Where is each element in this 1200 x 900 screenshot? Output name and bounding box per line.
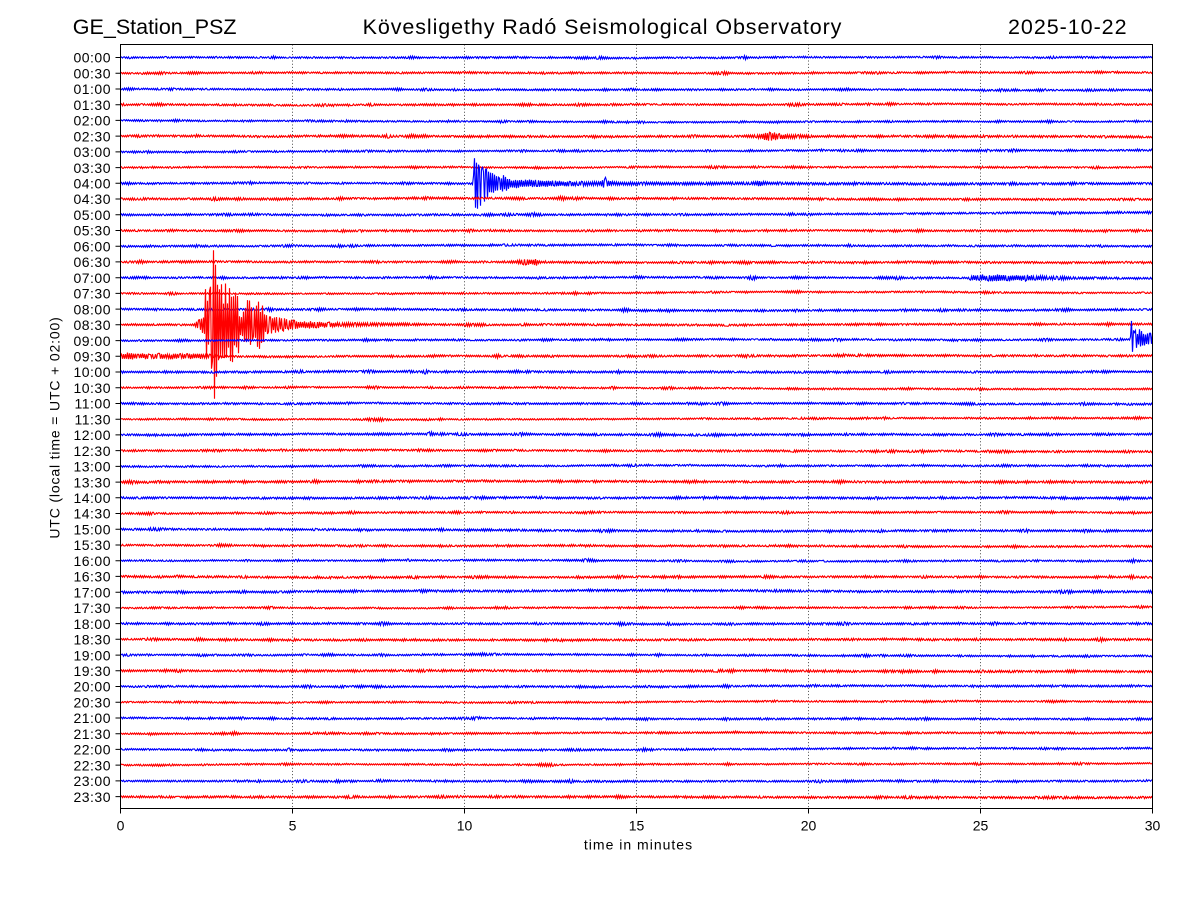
svg-text:23:00: 23:00 bbox=[73, 773, 111, 789]
svg-text:16:00: 16:00 bbox=[73, 553, 111, 569]
svg-text:08:00: 08:00 bbox=[73, 301, 111, 317]
svg-text:14:00: 14:00 bbox=[73, 490, 111, 506]
svg-text:22:00: 22:00 bbox=[73, 742, 111, 758]
svg-text:05:00: 05:00 bbox=[73, 207, 111, 223]
svg-text:22:30: 22:30 bbox=[73, 757, 111, 773]
svg-text:03:00: 03:00 bbox=[73, 144, 111, 160]
svg-text:14:30: 14:30 bbox=[73, 506, 111, 522]
svg-text:00:30: 00:30 bbox=[73, 65, 111, 81]
svg-text:06:30: 06:30 bbox=[73, 254, 111, 270]
svg-text:23:30: 23:30 bbox=[73, 789, 111, 805]
svg-text:11:00: 11:00 bbox=[75, 396, 112, 412]
svg-text:5: 5 bbox=[289, 818, 297, 834]
svg-text:13:30: 13:30 bbox=[73, 474, 111, 490]
svg-text:13:00: 13:00 bbox=[73, 459, 111, 475]
svg-text:30: 30 bbox=[1145, 818, 1161, 834]
svg-text:10:00: 10:00 bbox=[73, 364, 111, 380]
svg-text:04:30: 04:30 bbox=[73, 191, 111, 207]
svg-text:09:30: 09:30 bbox=[73, 349, 111, 365]
svg-text:01:00: 01:00 bbox=[73, 81, 111, 97]
svg-text:09:00: 09:00 bbox=[73, 333, 111, 349]
svg-text:07:30: 07:30 bbox=[73, 286, 111, 302]
svg-text:18:00: 18:00 bbox=[73, 616, 111, 632]
svg-text:Kövesligethy Radó Seismologica: Kövesligethy Radó Seismological Observat… bbox=[363, 15, 843, 39]
svg-text:0: 0 bbox=[117, 818, 125, 834]
svg-text:16:30: 16:30 bbox=[73, 569, 111, 585]
svg-text:17:00: 17:00 bbox=[73, 584, 111, 600]
svg-text:20: 20 bbox=[801, 818, 817, 834]
svg-text:GE_Station_PSZ: GE_Station_PSZ bbox=[73, 15, 237, 39]
svg-text:05:30: 05:30 bbox=[73, 223, 111, 239]
svg-text:15:30: 15:30 bbox=[73, 537, 111, 553]
svg-text:12:30: 12:30 bbox=[73, 443, 111, 459]
svg-text:2025-10-22: 2025-10-22 bbox=[1008, 15, 1127, 39]
svg-text:03:30: 03:30 bbox=[73, 160, 111, 176]
svg-text:10: 10 bbox=[457, 818, 473, 834]
svg-text:08:30: 08:30 bbox=[73, 317, 111, 333]
svg-text:17:30: 17:30 bbox=[73, 600, 111, 616]
svg-text:20:30: 20:30 bbox=[73, 694, 111, 710]
svg-text:15: 15 bbox=[629, 818, 645, 834]
svg-text:18:30: 18:30 bbox=[73, 632, 111, 648]
svg-text:07:00: 07:00 bbox=[73, 270, 111, 286]
svg-text:00:00: 00:00 bbox=[73, 50, 111, 66]
svg-text:19:00: 19:00 bbox=[73, 647, 111, 663]
svg-text:06:00: 06:00 bbox=[73, 238, 111, 254]
svg-text:21:30: 21:30 bbox=[73, 726, 111, 742]
svg-text:12:00: 12:00 bbox=[73, 427, 111, 443]
svg-text:25: 25 bbox=[973, 818, 989, 834]
svg-text:20:00: 20:00 bbox=[73, 679, 111, 695]
svg-text:15:00: 15:00 bbox=[73, 522, 111, 538]
svg-text:04:00: 04:00 bbox=[73, 176, 111, 192]
svg-text:01:30: 01:30 bbox=[73, 97, 111, 113]
svg-text:time in minutes: time in minutes bbox=[584, 837, 693, 853]
svg-text:02:30: 02:30 bbox=[73, 128, 111, 144]
svg-text:UTC (local time = UTC + 02:00): UTC (local time = UTC + 02:00) bbox=[47, 316, 63, 538]
svg-text:10:30: 10:30 bbox=[73, 380, 111, 396]
svg-text:19:30: 19:30 bbox=[73, 663, 111, 679]
svg-text:02:00: 02:00 bbox=[73, 113, 111, 129]
svg-text:11:30: 11:30 bbox=[75, 411, 112, 427]
svg-text:21:00: 21:00 bbox=[73, 710, 111, 726]
